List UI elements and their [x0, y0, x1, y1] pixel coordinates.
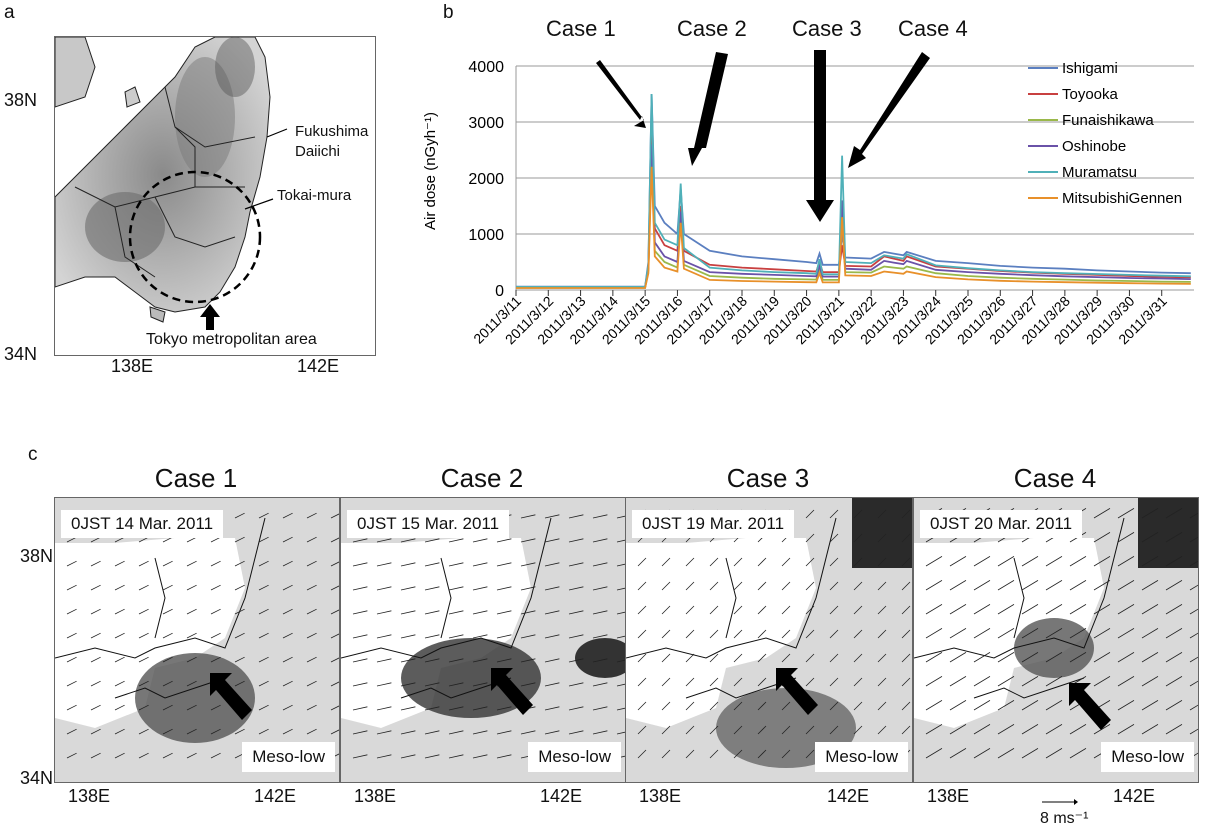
panel-a-map: Fukushima Daiichi Tokai-mura Tokyo metro…	[54, 36, 376, 356]
panel-c-case-1-title: Case 1	[154, 463, 238, 493]
chart-series	[516, 93, 1191, 289]
case-4-arrow	[848, 52, 930, 168]
x-ticks: 2011/3/112011/3/122011/3/132011/3/142011…	[470, 290, 1170, 347]
y-tick-label: 4000	[468, 59, 504, 76]
date-label: 0JST 19 Mar. 2011	[632, 510, 795, 538]
panel-c-case-3-title: Case 3	[726, 463, 810, 493]
case-arrows	[596, 50, 930, 222]
series-line-muramatsu	[516, 93, 1191, 288]
meso-low-label: Meso-low	[1101, 742, 1194, 772]
case-3-arrow	[806, 50, 834, 222]
meso-low-label: Meso-low	[242, 742, 335, 772]
panel-c-lon-142: 142E	[827, 786, 870, 806]
wind-field	[341, 498, 625, 782]
case-2-arrow	[688, 52, 728, 166]
scale-label: 8 ms⁻¹	[1040, 810, 1089, 827]
panel-c-lat-34: 34N	[20, 768, 54, 788]
meso-low-label: Meso-low	[815, 742, 908, 772]
fukushima-label: Fukushima Daiichi	[295, 122, 369, 162]
panel-a-lat-34: 34N	[4, 344, 38, 364]
panel-c-lon-142: 142E	[1113, 786, 1156, 806]
case-1-label: Case 1	[546, 16, 616, 41]
y-ticks: 0 1000 2000 3000 4000	[468, 59, 504, 300]
panel-c-lon-138: 138E	[68, 786, 111, 806]
wind-map-case-1: 0JST 14 Mar. 2011 Meso-low	[54, 497, 340, 783]
wind-field	[914, 498, 1198, 782]
case-1-arrow	[596, 60, 646, 128]
panel-c-case-2-title: Case 2	[440, 463, 524, 493]
panel-a-letter: a	[4, 2, 15, 23]
panel-c-lon-142: 142E	[540, 786, 583, 806]
y-tick-label: 0	[495, 283, 504, 300]
wind-field	[55, 498, 339, 782]
legend-label: Oshinobe	[1062, 138, 1126, 155]
legend-label: Ishigami	[1062, 60, 1118, 77]
legend-label: Toyooka	[1062, 86, 1119, 103]
panel-a-lon-142: 142E	[297, 356, 340, 376]
legend-label: Funaishikawa	[1062, 112, 1154, 129]
wind-map-case-2: 0JST 15 Mar. 2011 Meso-low	[340, 497, 626, 783]
air-dose-chart: 0 1000 2000 3000 4000 2011/3/112011/3/122011…	[422, 50, 1194, 347]
series-line-mitsubishigennen	[516, 166, 1191, 289]
chart-legend: Ishigami Toyooka Funaishikawa Oshinobe Muram…	[1028, 60, 1182, 207]
panel-c-lon-142: 142E	[254, 786, 297, 806]
case-3-label: Case 3	[792, 16, 862, 41]
case-4-label: Case 4	[898, 16, 968, 41]
panel-c-case-4-title: Case 4	[1013, 463, 1097, 493]
wind-map-case-3: 0JST 19 Mar. 2011 Meso-low	[625, 497, 913, 783]
panel-a-lon-138: 138E	[111, 356, 154, 376]
chart-grid	[515, 65, 1194, 291]
tokai-label: Tokai-mura	[277, 187, 352, 204]
wind-map-case-4: 0JST 20 Mar. 2011 Meso-low	[913, 497, 1199, 783]
wind-field	[626, 498, 912, 782]
case-2-label: Case 2	[677, 16, 747, 41]
tokyo-label: Tokyo metropolitan area	[143, 330, 320, 350]
panel-c-letter: c	[28, 444, 38, 465]
panel-c-lon-138: 138E	[354, 786, 397, 806]
panel-c-lat-38: 38N	[20, 546, 54, 566]
y-tick-label: 1000	[468, 227, 504, 244]
panel-b-letter: b	[443, 2, 454, 23]
y-tick-label: 3000	[468, 115, 504, 132]
panel-c-lon-138: 138E	[927, 786, 970, 806]
scale-arrow-icon	[1040, 795, 1080, 807]
y-axis-label: Air dose (nGyh⁻¹)	[422, 112, 439, 230]
y-tick-label: 2000	[468, 171, 504, 188]
legend-label: MitsubishiGennen	[1062, 190, 1182, 207]
panel-a-lat-38: 38N	[4, 90, 38, 110]
date-label: 0JST 14 Mar. 2011	[61, 510, 224, 538]
meso-low-label: Meso-low	[528, 742, 621, 772]
date-label: 0JST 15 Mar. 2011	[347, 510, 510, 538]
panel-c-lon-138: 138E	[639, 786, 682, 806]
date-label: 0JST 20 Mar. 2011	[920, 510, 1083, 538]
legend-label: Muramatsu	[1062, 164, 1137, 181]
